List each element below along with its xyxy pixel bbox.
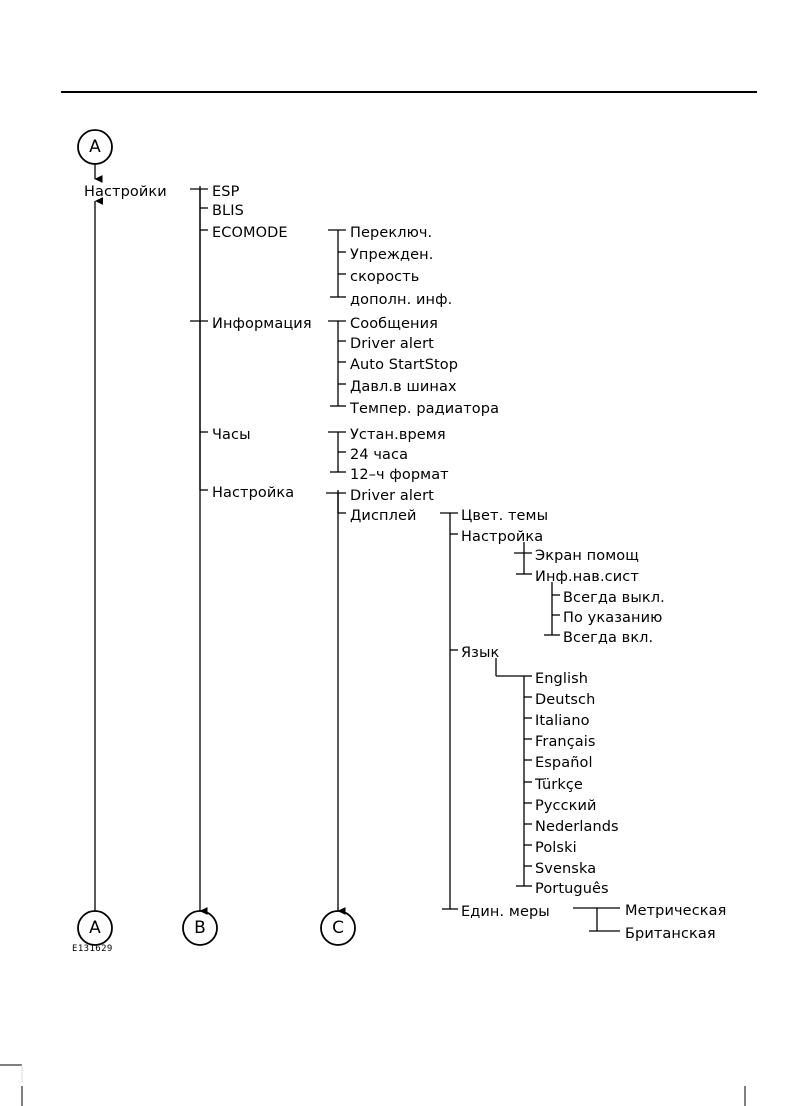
tree-label-lang-espanol: Español [535,755,593,771]
tree-label-skorost: скорость [350,269,420,285]
tree-label-uprezhden: Упрежден. [350,247,434,263]
comb-nastroyka [326,492,346,514]
tree-label-esp: ESP [212,184,240,200]
comb-nav-info [544,582,560,636]
tree-label-vsegda-vykl: Всегда выкл. [563,590,665,606]
tree-label-lang-svenska: Svenska [535,861,597,877]
tree-label-temper-radiatora: Темпер. радиатора [350,401,500,417]
tree-label-24-chasa: 24 часа [350,447,409,463]
connector-label-b: B [194,918,206,938]
figure-code: E131629 [72,944,113,954]
tree-label-lang-italiano: Italiano [535,713,590,729]
comb-display [440,512,458,910]
tree-label-lang-turkce: Türkçe [535,777,583,793]
tree-label-davl-v-shinakh: Давл.в шинах [350,379,457,395]
tree-label-pereklyuch: Переключ. [350,225,433,241]
tree-label-lang-russkiy: Русский [535,798,597,814]
tree-label-ustan-vremya: Устан.время [350,427,446,443]
tree-label-root: Настройки [84,184,167,200]
tree-label-britanskaya: Британская [625,926,716,942]
connector-label-c: C [332,918,344,938]
tree-label-driver-alert-setup: Driver alert [350,488,434,504]
tree-label-auto-startstop: Auto StartStop [350,357,459,373]
tree-label-soobshcheniya: Сообщения [350,316,438,332]
connector-circles [77,129,356,946]
tree-label-cvet-temy: Цвет. темы [461,508,549,524]
tree-label-informaciya: Информация [212,316,312,332]
tree-label-lang-portugues: Português [535,881,609,897]
tree-label-lang-deutsch: Deutsch [535,692,596,708]
tree-label-lang-english: English [535,671,589,687]
comb-informaciya [328,320,346,407]
tree-label-vsegda-vkl: Всегда вкл. [563,630,654,646]
tree-label-nastroyka-display: Настройка [461,529,544,545]
tree-label-driver-alert-info: Driver alert [350,336,434,352]
comb-units [573,907,620,932]
tree-label-ekran-pomoshch: Экран помощ [535,548,639,564]
comb-ecomode [328,229,346,298]
tree-label-lang-polski: Polski [535,840,577,856]
tree-label-nastroyka: Настройка [212,485,295,501]
tree-label-ecomode: ECOMODE [212,225,288,241]
tree-label-blis: BLIS [212,203,244,219]
comb-chasy [328,431,346,473]
tree-label-metricheskaya: Метрическая [625,903,727,919]
comb-display-settings [514,542,532,575]
tree-label-chasy: Часы [212,427,251,443]
tree-label-inf-nav-sist: Инф.нав.сист [535,569,639,585]
comb-level1 [190,188,208,491]
tree-label-po-ukazaniyu: По указанию [563,610,663,626]
comb-languages [495,658,532,887]
connector-label-a-top: A [89,137,101,157]
tree-label-lang-nederlands: Nederlands [535,819,619,835]
tree-label-yazyk: Язык [461,645,500,661]
tree-label-displey: Дисплей [350,508,417,524]
tree-label-dopoln-inf: дополн. инф. [350,292,453,308]
tree-label-edin-mery: Един. меры [461,904,550,920]
connector-label-a-bottom: A [89,918,101,938]
tree-label-lang-francais: Français [535,734,596,750]
tree-label-12-ch-format: 12–ч формат [350,467,449,483]
crop-marks [0,1064,746,1106]
